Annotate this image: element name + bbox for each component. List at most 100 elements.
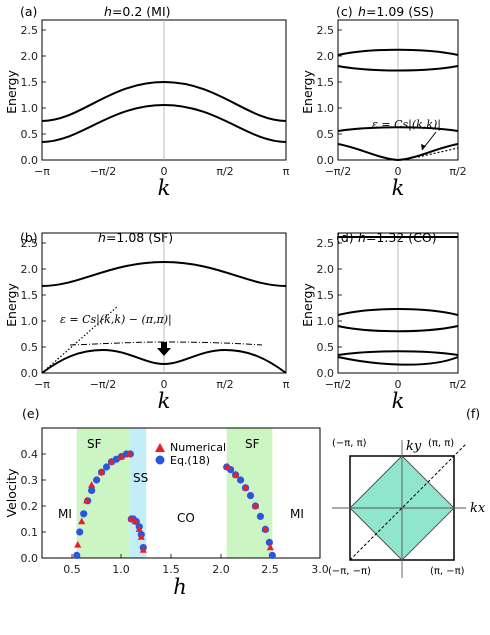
numerical-point: [131, 517, 139, 525]
panel-c-xticks: −π/2 0 π/2: [325, 165, 467, 178]
ytick-label: 2.0: [21, 50, 39, 63]
panel-c-band-2: [337, 126, 459, 132]
numerical-point: [232, 470, 240, 478]
numerical-point: [88, 481, 96, 488]
xtick-label: π: [283, 165, 290, 178]
panel-d-band-1: [337, 356, 459, 366]
panel-f-tag: (f): [466, 406, 480, 421]
ytick-label: 0.0: [21, 154, 39, 167]
bz-corner-tr: (π, π): [428, 438, 454, 449]
panel-c: (c) h=1.09 (SS) 0.0 0.5 1.0 1.5 2.0 2.5 E…: [300, 4, 467, 200]
xtick-label: 1.0: [112, 563, 130, 576]
ytick-label: 0.5: [21, 341, 39, 354]
xtick-label: −π/2: [90, 165, 117, 178]
numerical-point: [74, 541, 82, 548]
xtick-label: 2.5: [261, 563, 279, 576]
numerical-point: [83, 496, 91, 504]
panel-a-title: h=0.2 (MI): [104, 4, 171, 19]
panel-a: (a) h=0.2 (MI) 0.0 0.5 1.0 1.5 2.0 2.5 En…: [4, 4, 290, 200]
xtick-label: 0: [395, 378, 402, 391]
panel-c-arrowhead: [421, 144, 426, 150]
panel-c-ylabel: Energy: [300, 70, 315, 114]
ytick-label: 0.0: [21, 367, 39, 380]
panel-a-ylabel: Energy: [4, 70, 19, 114]
ytick-label: 2.0: [317, 50, 335, 63]
eq18-point: [73, 551, 81, 560]
ytick-label: 0.0: [317, 367, 335, 380]
panel-d-xticks: −π/2 0 π/2: [325, 378, 467, 391]
panel-b-band-lower: [41, 348, 287, 374]
numerical-point: [266, 543, 274, 551]
panel-b: (b) h=1.08 (SF) 0.0 0.5 1.0 1.5 2.0 2.5 E…: [4, 230, 290, 413]
eq18-point: [102, 463, 111, 471]
numerical-point: [261, 525, 269, 532]
phase-label-sf-left: SF: [87, 437, 102, 451]
legend-numerical-label: Numerical: [170, 441, 226, 454]
legend-numerical-marker: [155, 443, 165, 452]
panel-b-band-upper: [41, 260, 287, 287]
ytick-label: 1.0: [317, 315, 335, 328]
ytick-label: 2.0: [21, 263, 39, 276]
panel-e: (e) 0.0 0.1 0.2 0.3 0.4 Velocity 0.5 1.0…: [4, 406, 329, 599]
panel-e-ylabel: Velocity: [4, 468, 19, 518]
numerical-point: [78, 517, 86, 525]
panel-b-arrow-head: [157, 348, 171, 356]
numerical-point: [139, 546, 147, 553]
panel-b-dotted-line: [41, 305, 119, 374]
panel-d: (d) h=1.32 (CO) 0.0 0.5 1.0 1.5 2.0 2.5 E…: [300, 230, 467, 413]
panel-e-frame: [41, 427, 321, 559]
panel-b-annotation: ε = Cs|(k,k) − (π,π)|: [60, 313, 172, 327]
xtick-label: 1.5: [162, 563, 180, 576]
panel-c-band-4: [337, 48, 459, 56]
panel-b-yticks: 0.0 0.5 1.0 1.5 2.0 2.5: [21, 237, 46, 380]
xtick-label: 3.0: [311, 563, 329, 576]
panel-a-band-upper: [41, 80, 287, 122]
ytick-label: 1.0: [21, 315, 39, 328]
xtick-label: π/2: [449, 378, 466, 391]
eq18-point: [256, 512, 265, 521]
xtick-label: π/2: [216, 165, 233, 178]
numerical-point: [125, 450, 133, 457]
xtick-label: π/2: [216, 378, 233, 391]
panel-b-xticks: −π −π/2 0 π/2 π: [34, 378, 290, 391]
ytick-label: 2.5: [21, 24, 39, 37]
eq18-point: [88, 486, 96, 494]
panel-c-title: h=1.09 (SS): [358, 4, 434, 19]
panel-a-tag: (a): [20, 4, 37, 19]
ytick-label: 1.5: [21, 289, 39, 302]
xtick-label: 0.5: [63, 563, 81, 576]
panel-a-yticks: 0.0 0.5 1.0 1.5 2.0 2.5: [21, 24, 46, 167]
panel-e-points: [73, 450, 276, 560]
panel-c-tag: (c): [336, 4, 353, 19]
panel-c-yticks: 0.0 0.5 1.0 1.5 2.0 2.5: [317, 24, 342, 167]
kx-label: kx: [470, 501, 486, 516]
panel-b-dashdot-envelope: [69, 341, 263, 346]
xtick-label: π/2: [449, 165, 466, 178]
panel-d-xlabel: k: [392, 389, 405, 413]
phase-label-mi-right: MI: [290, 507, 304, 521]
panel-c-dotted-line: [417, 147, 459, 158]
ky-label: ky: [406, 439, 422, 454]
ytick-label: 1.5: [317, 289, 335, 302]
xtick-label: −π/2: [325, 378, 352, 391]
legend-eq-label: Eq.(18): [170, 454, 210, 467]
bz-diagonal: [349, 443, 467, 561]
numerical-point: [107, 457, 116, 465]
panel-c-band-1: [337, 143, 459, 162]
eq18-point: [93, 476, 101, 484]
panel-f: (f) ky kx (−π, π) (π, π) (−π, −π) (π, −π…: [328, 406, 486, 578]
panel-e-xlabel: h: [173, 575, 187, 599]
panel-a-xlabel: k: [158, 176, 171, 200]
bz-corner-bl: (−π, −π): [328, 566, 371, 577]
phase-label-ss: SS: [133, 471, 148, 485]
panel-b-arrow-shaft: [161, 342, 167, 348]
xtick-label: −π: [34, 165, 50, 178]
numerical-point: [135, 525, 143, 532]
ytick-label: 1.5: [21, 76, 39, 89]
panel-c-band-3: [337, 65, 459, 72]
ytick-label: 0.2: [21, 500, 39, 513]
eq18-point: [236, 476, 245, 484]
numerical-point: [241, 483, 250, 491]
ytick-label: 0.5: [317, 341, 335, 354]
